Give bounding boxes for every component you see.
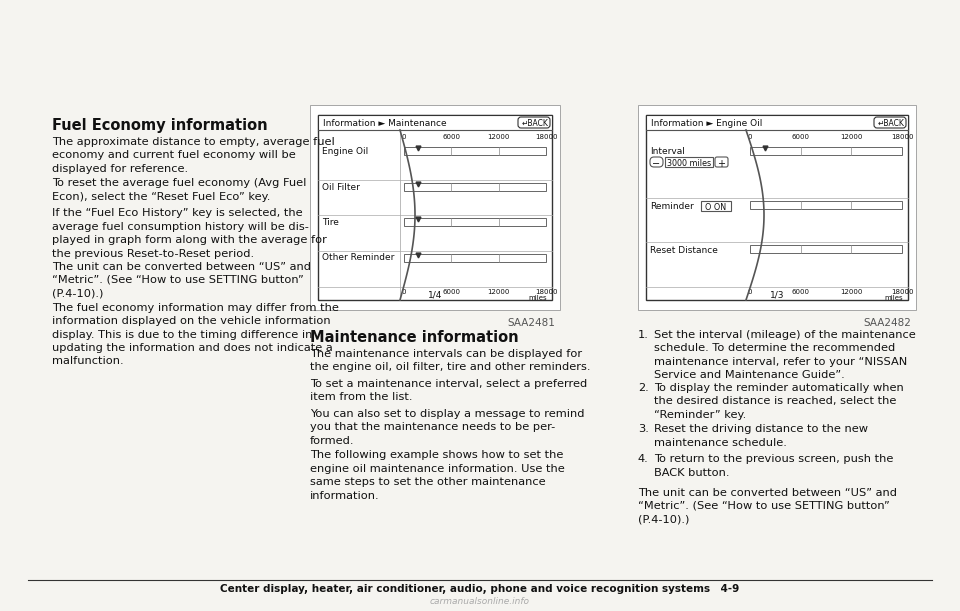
Text: Tire: Tire [322,218,339,227]
Text: 3000 miles: 3000 miles [667,159,711,168]
Bar [646,115,908,130]
Bar [750,245,902,253]
Text: 2.: 2. [638,383,649,393]
Text: 12000: 12000 [840,289,862,295]
Text: The unit can be converted between “US” and
“Metric”. (See “How to use SETTING bu: The unit can be converted between “US” a… [52,262,311,298]
Bar [318,115,552,130]
Text: Center display, heater, air conditioner, audio, phone and voice recognition syst: Center display, heater, air conditioner,… [221,584,739,594]
Text: The approximate distance to empty, average fuel
economy and current fuel economy: The approximate distance to empty, avera… [52,137,335,174]
Text: 18000: 18000 [535,289,557,295]
Text: Oil Filter: Oil Filter [322,183,360,191]
Bar [665,157,713,167]
Text: 1/3: 1/3 [770,290,784,299]
Bar [310,105,560,310]
Text: Maintenance information: Maintenance information [310,330,518,345]
Text: ↵BACK: ↵BACK [878,119,905,128]
Text: 0: 0 [401,134,406,140]
Text: Reset Distance: Reset Distance [650,246,718,255]
Text: 12000: 12000 [488,289,510,295]
Text: You can also set to display a message to remind
you that the maintenance needs t: You can also set to display a message to… [310,409,585,445]
Text: 6000: 6000 [792,134,809,140]
Text: The maintenance intervals can be displayed for
the engine oil, oil filter, tire : The maintenance intervals can be display… [310,349,590,372]
Text: Reminder: Reminder [650,202,694,211]
Text: 4.: 4. [638,455,649,464]
Bar [404,183,546,191]
Text: 12000: 12000 [488,134,510,140]
Text: Information ► Maintenance: Information ► Maintenance [323,119,446,128]
Text: SAA2481: SAA2481 [507,318,555,328]
Text: If the “Fuel Eco History” key is selected, the
average fuel consumption history : If the “Fuel Eco History” key is selecte… [52,208,326,258]
Text: Information ► Engine Oil: Information ► Engine Oil [651,119,762,128]
Text: 0: 0 [401,289,406,295]
Bar [318,115,552,300]
Bar [404,147,546,155]
Text: O ON: O ON [705,203,726,212]
Text: −: − [653,159,660,169]
Text: 6000: 6000 [443,134,461,140]
Bar [404,218,546,226]
Text: 1.: 1. [638,330,649,340]
Text: The fuel economy information may differ from the
information displayed on the ve: The fuel economy information may differ … [52,303,339,367]
Text: To set a maintenance interval, select a preferred
item from the list.: To set a maintenance interval, select a … [310,379,588,403]
Text: 1/4: 1/4 [428,290,443,299]
Bar [701,201,731,211]
Text: carmanualsonline.info: carmanualsonline.info [430,597,530,606]
Text: Reset the driving distance to the new
maintenance schedule.: Reset the driving distance to the new ma… [654,425,868,448]
Text: Fuel Economy information: Fuel Economy information [52,118,268,133]
Bar [750,147,902,155]
Text: 0: 0 [748,134,753,140]
FancyBboxPatch shape [518,117,550,128]
Text: To reset the average fuel economy (Avg Fuel
Econ), select the “Reset Fuel Eco” k: To reset the average fuel economy (Avg F… [52,178,306,202]
Text: The unit can be converted between “US” and
“Metric”. (See “How to use SETTING bu: The unit can be converted between “US” a… [638,488,897,524]
Text: miles: miles [884,295,903,301]
Text: To display the reminder automatically when
the desired distance is reached, sele: To display the reminder automatically wh… [654,383,903,420]
Text: Other Reminder: Other Reminder [322,254,395,263]
Text: SAA2482: SAA2482 [863,318,911,328]
Text: The following example shows how to set the
engine oil maintenance information. U: The following example shows how to set t… [310,450,564,500]
Text: 6000: 6000 [443,289,461,295]
Text: 0: 0 [748,289,753,295]
Text: 12000: 12000 [840,134,862,140]
Text: ↵BACK: ↵BACK [522,119,549,128]
FancyBboxPatch shape [874,117,906,128]
Text: 6000: 6000 [792,289,809,295]
Text: 18000: 18000 [535,134,557,140]
Text: To return to the previous screen, push the
BACK button.: To return to the previous screen, push t… [654,455,894,478]
Bar [404,254,546,262]
FancyBboxPatch shape [715,157,728,167]
Bar [646,115,908,300]
Text: Set the interval (mileage) of the maintenance
schedule. To determine the recomme: Set the interval (mileage) of the mainte… [654,330,916,380]
Bar [750,201,902,209]
Text: 18000: 18000 [891,289,913,295]
Text: 3.: 3. [638,425,649,434]
Bar [638,105,916,310]
Text: +: + [717,159,726,169]
Text: Engine Oil: Engine Oil [322,147,369,156]
Text: Interval: Interval [650,147,684,156]
Text: miles: miles [528,295,547,301]
FancyBboxPatch shape [650,157,663,167]
Text: 18000: 18000 [891,134,913,140]
